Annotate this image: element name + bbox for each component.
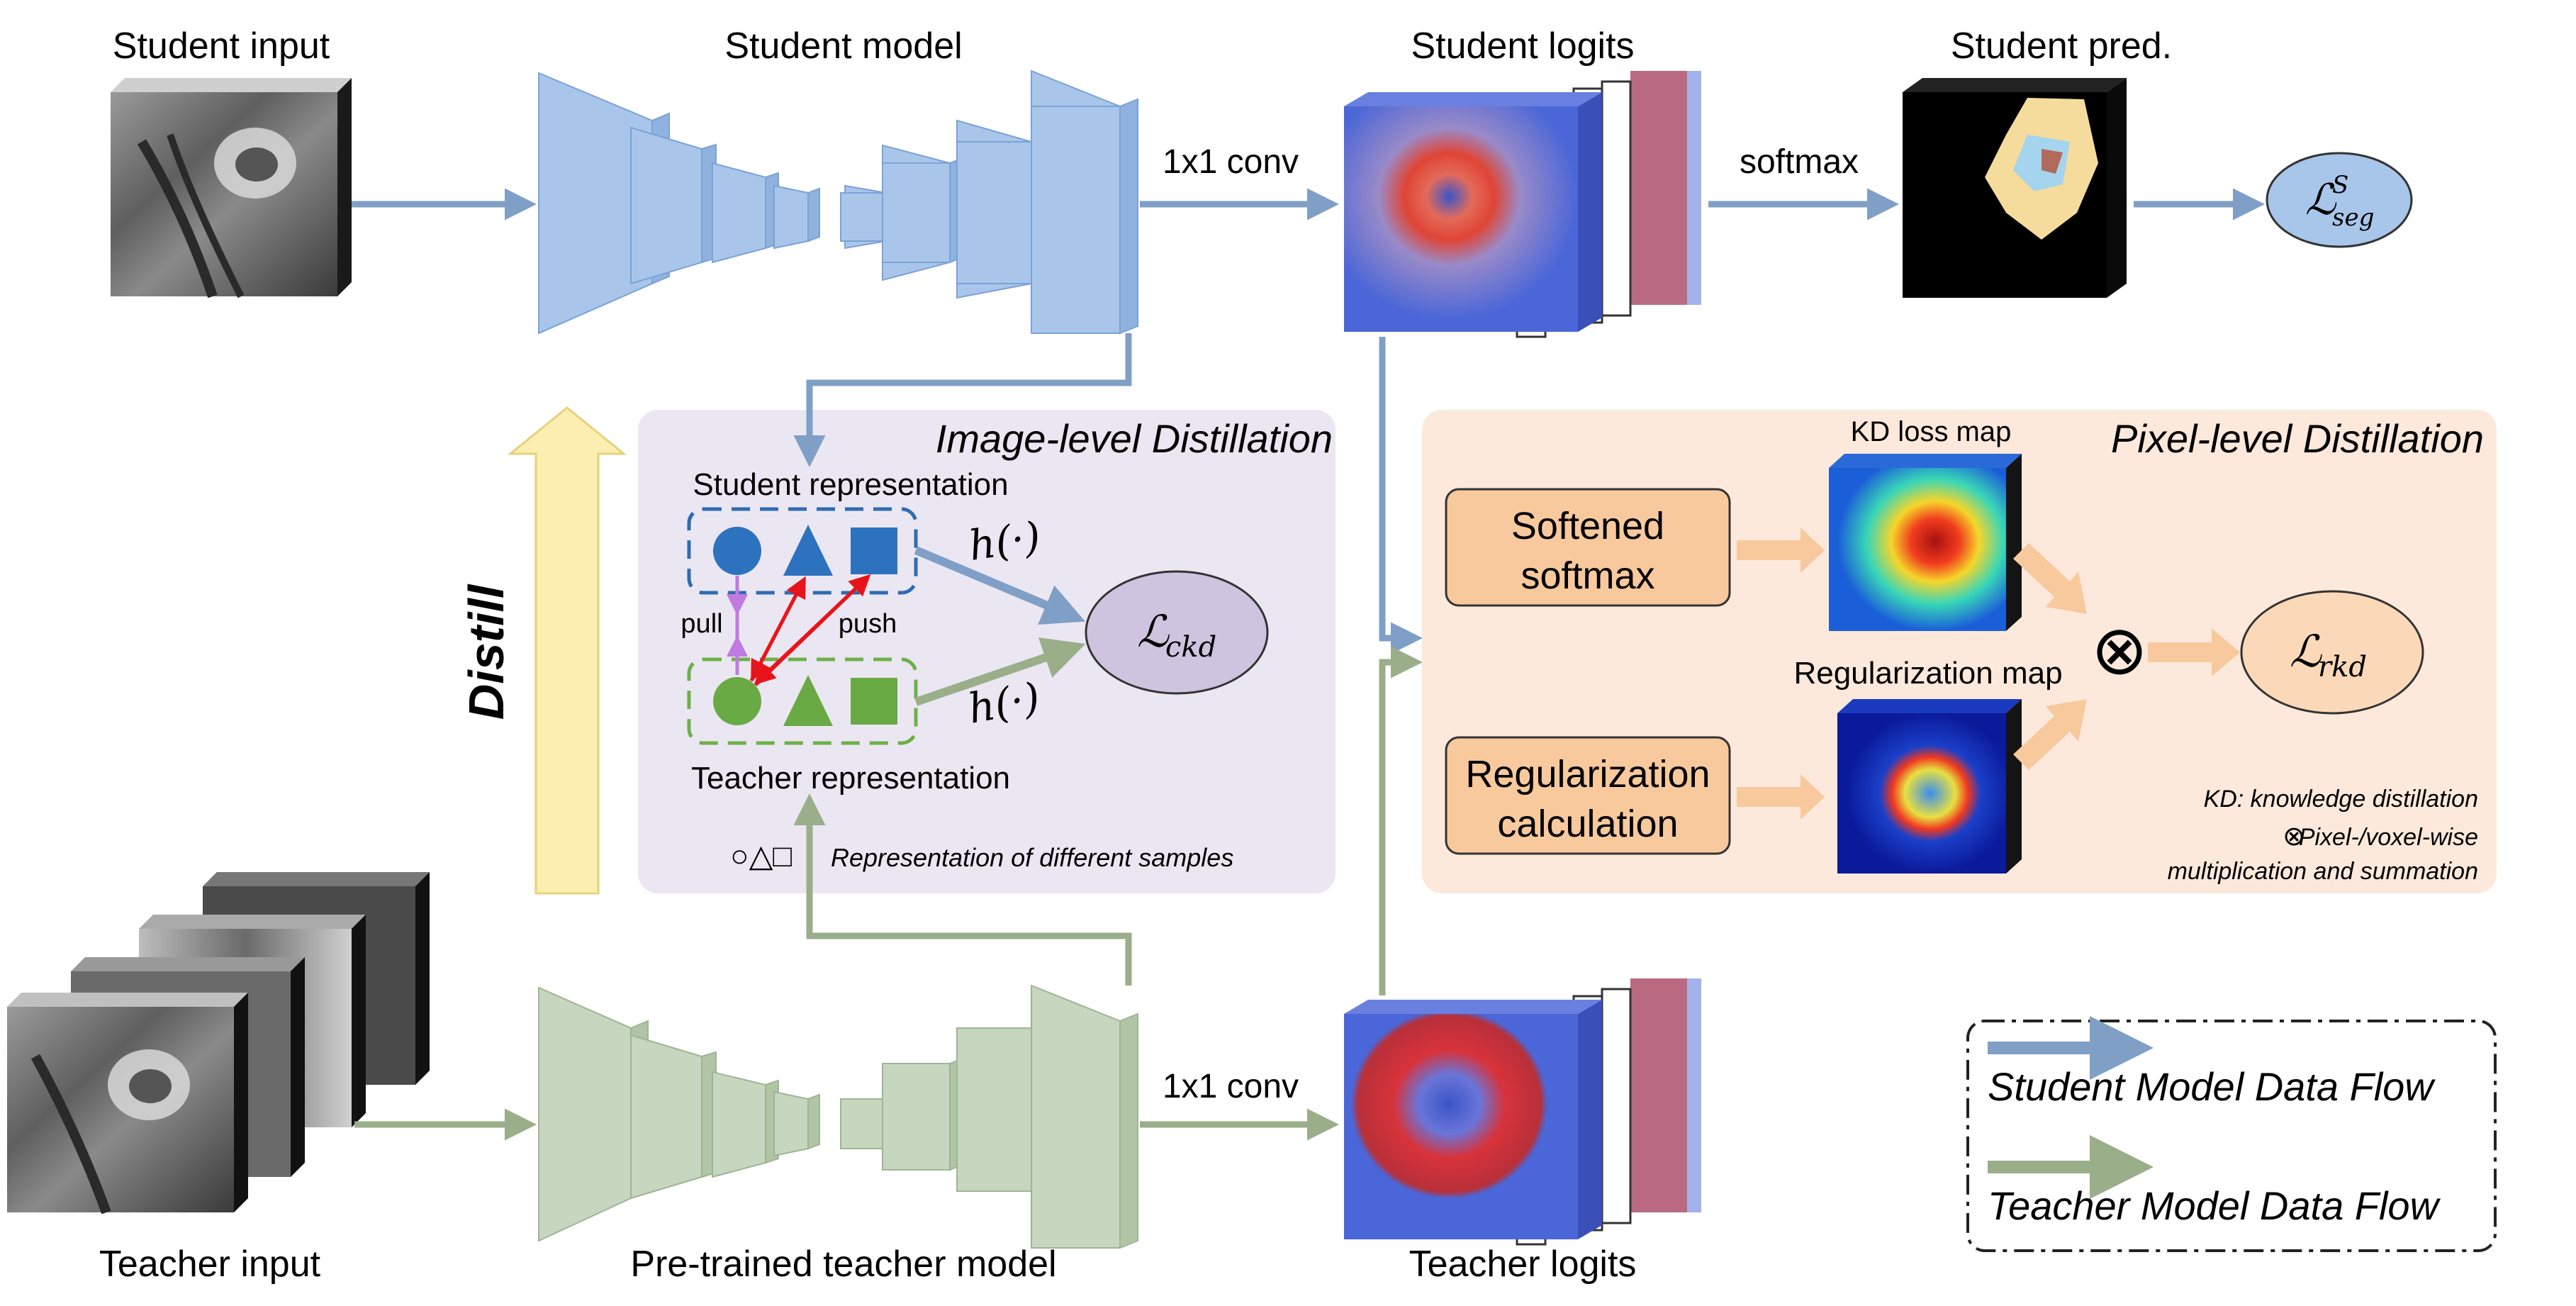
note-mult-symbol: ⊗ [2283, 822, 2305, 852]
reg-calc-label-2: calculation [1497, 803, 1678, 845]
teacher-circle-sample [713, 677, 761, 725]
student-input-image [111, 78, 352, 298]
teacher-input-label: Teacher input [99, 1244, 321, 1285]
distill-label: Distill [459, 584, 514, 720]
student-logits-image [1344, 71, 1701, 338]
image-level-title: Image-level Distillation [936, 416, 1333, 461]
note-mult-2: multiplication and summation [2168, 858, 2478, 885]
regularization-map-image [1837, 699, 2022, 874]
teacher-triangle-sample [783, 675, 833, 726]
push-arrow-square-back [754, 576, 869, 686]
svg-text:ℒ: ℒ [2305, 175, 2337, 225]
projection-arrow-teacher [914, 637, 1086, 706]
regularization-calc-box [1445, 736, 1731, 855]
otimes-symbol: ⊗ [2091, 613, 2148, 688]
student-logits-label: Student logits [1411, 26, 1634, 67]
reg-map-label: Regularization map [1793, 656, 2062, 691]
svg-text:S: S [2332, 171, 2348, 199]
svg-text:rkd: rkd [2318, 651, 2367, 683]
conv-teacher-label: 1x1 conv [1163, 1068, 1299, 1105]
conv-student-label: 1x1 conv [1163, 143, 1299, 181]
image-level-panel [638, 410, 1335, 893]
student-square-sample [851, 528, 897, 574]
student-pred-image [1903, 78, 2127, 298]
teacher-square-sample [851, 678, 897, 725]
pixel-level-title: Pixel-level Distillation [2111, 416, 2484, 461]
softened-label-2: softmax [1521, 554, 1654, 597]
student-model-label: Student model [724, 26, 962, 67]
kd-loss-map-image [1829, 454, 2022, 631]
note-kd: KD: knowledge distillation [2204, 786, 2478, 813]
pull-label: pull [681, 609, 722, 639]
svg-text:seg: seg [2332, 203, 2374, 232]
legend: Student Model Data Flow Teacher Model Da… [1966, 1016, 2497, 1252]
teacher-logits-image [1344, 978, 1701, 1246]
student-circle-sample [713, 527, 761, 575]
teacher-representation-label: Teacher representation [691, 761, 1010, 796]
note-mult-1: Pixel-/voxel-wise [2299, 824, 2478, 851]
student-model-network [538, 69, 1138, 335]
teacher-representation-box [687, 657, 918, 745]
teacher-flow-arrows [354, 646, 1423, 1141]
samples-note: Representation of different samples [831, 843, 1233, 872]
push-label: push [839, 609, 897, 639]
legend-teacher-label: Teacher Model Data Flow [1988, 1183, 2441, 1228]
svg-text:ℒ: ℒ [1137, 605, 1170, 657]
projection-arrow-student [914, 546, 1086, 625]
legend-student-label: Student Model Data Flow [1988, 1064, 2436, 1109]
softmax-label: softmax [1740, 143, 1859, 181]
teacher-input-image [7, 872, 430, 1215]
push-arrow-triangle-back [751, 579, 806, 682]
seg-loss-node: ℒ S seg [2266, 152, 2413, 248]
samples-symbols: ○△□ [730, 839, 792, 874]
distill-arrow [507, 406, 627, 895]
softened-softmax-box [1445, 488, 1731, 607]
ckd-loss-node: ℒ ckd [1085, 570, 1269, 695]
student-pred-label: Student pred. [1951, 26, 2172, 67]
student-input-label: Student input [113, 26, 330, 67]
h-label-top: h(·) [965, 512, 1043, 569]
teacher-model-label: Pre-trained teacher model [630, 1244, 1056, 1285]
student-triangle-sample [783, 525, 833, 576]
student-flow-arrows [352, 188, 2265, 654]
rkd-loss-node: ℒ rkd [2240, 590, 2424, 715]
svg-text:ckd: ckd [1165, 631, 1216, 664]
teacher-logits-label: Teacher logits [1409, 1244, 1637, 1285]
teacher-model-network [538, 984, 1138, 1249]
softened-label-1: Softened [1511, 505, 1664, 547]
kd-map-label: KD loss map [1851, 416, 2012, 447]
svg-text:ℒ: ℒ [2290, 625, 2322, 677]
reg-calc-label-1: Regularization [1465, 753, 1710, 796]
student-representation-label: Student representation [693, 467, 1008, 502]
pixel-flow-arrows [1737, 528, 2240, 820]
